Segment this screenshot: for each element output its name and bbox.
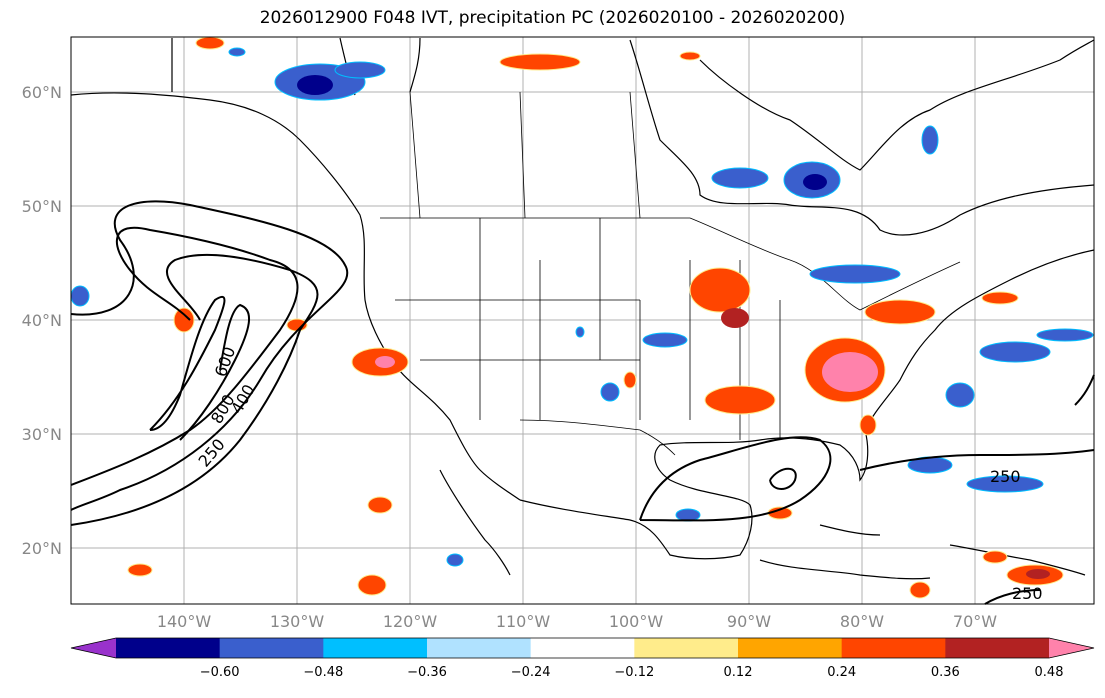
contour-label-250-caribbean: 250 bbox=[1012, 584, 1043, 603]
map-frame bbox=[70, 36, 1095, 605]
map-title: 2026012900 F048 IVT, precipitation PC (2… bbox=[259, 8, 846, 28]
ivt-contours bbox=[70, 200, 1095, 605]
colorbar-tick-label: −0.48 bbox=[303, 665, 343, 680]
political-borders bbox=[380, 91, 961, 456]
colorbar-segment bbox=[841, 638, 946, 658]
lon-label-70w: 70°W bbox=[953, 612, 997, 631]
lon-label-100w: 100°W bbox=[609, 612, 664, 631]
lat-label-60n: 60°N bbox=[22, 83, 62, 102]
colorbar-extend-high bbox=[1049, 638, 1094, 658]
lon-label-120w: 120°W bbox=[383, 612, 438, 631]
colorbar-tick-label: −0.12 bbox=[614, 665, 654, 680]
coastlines bbox=[70, 37, 1095, 580]
colorbar-tick-label: −0.60 bbox=[200, 665, 240, 680]
lon-label-80w: 80°W bbox=[840, 612, 884, 631]
colorbar-tick-label: −0.36 bbox=[407, 665, 447, 680]
colorbar-tick-label: −0.24 bbox=[511, 665, 551, 680]
negative-precip-areas bbox=[70, 47, 1094, 567]
lat-label-50n: 50°N bbox=[22, 197, 62, 216]
colorbar-segment bbox=[323, 638, 428, 658]
lon-label-90w: 90°W bbox=[727, 612, 771, 631]
colorbar-segment bbox=[427, 638, 532, 658]
colorbar: −0.60 −0.48 −0.36 −0.24 −0.12 0.12 0.24 0.36 0.4… bbox=[70, 637, 1095, 680]
colorbar-segment bbox=[738, 638, 843, 658]
latitude-labels: 20°N 30°N 40°N 50°N 60°N bbox=[22, 83, 62, 558]
colorbar-outline bbox=[70, 637, 1095, 659]
colorbar-tick-label: 0.24 bbox=[827, 665, 856, 680]
lat-label-20n: 20°N bbox=[22, 539, 62, 558]
positive-precip-areas bbox=[127, 36, 1064, 599]
lat-label-40n: 40°N bbox=[22, 311, 62, 330]
colorbar-segment bbox=[219, 638, 324, 658]
contour-label-250-atlantic: 250 bbox=[990, 467, 1021, 486]
colorbar-tick-label: 0.36 bbox=[931, 665, 960, 680]
lon-label-140w: 140°W bbox=[157, 612, 212, 631]
lon-label-110w: 110°W bbox=[496, 612, 551, 631]
colorbar-segment bbox=[634, 638, 739, 658]
colorbar-segment bbox=[945, 638, 1050, 658]
colorbar-tick-label: 0.12 bbox=[724, 665, 753, 680]
lat-label-30n: 30°N bbox=[22, 425, 62, 444]
longitude-labels: 140°W 130°W 120°W 110°W 100°W 90°W 80°W … bbox=[157, 612, 997, 631]
colorbar-segment bbox=[116, 638, 221, 658]
lon-label-130w: 130°W bbox=[270, 612, 325, 631]
colorbar-extend-low bbox=[71, 638, 116, 658]
colorbar-tick-label: 0.48 bbox=[1035, 665, 1064, 680]
colorbar-segment bbox=[530, 638, 635, 658]
